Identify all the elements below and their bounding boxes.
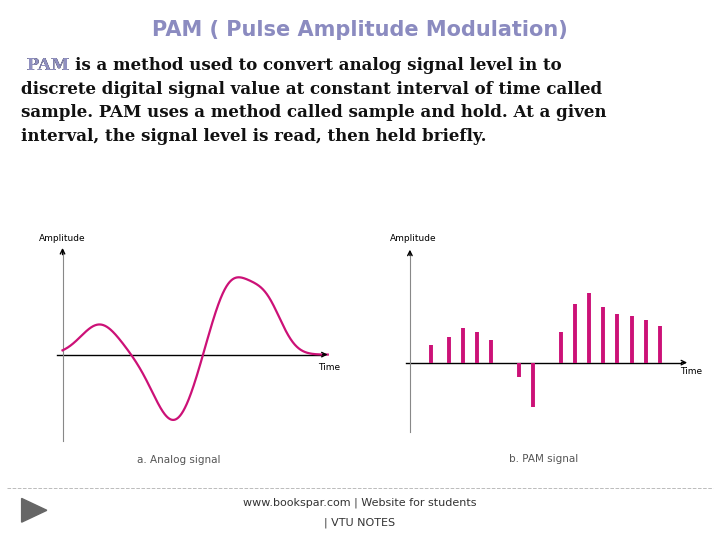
Text: PAM ( Pulse Amplitude Modulation): PAM ( Pulse Amplitude Modulation): [152, 19, 568, 40]
Text: a. Analog signal: a. Analog signal: [138, 455, 221, 464]
Text: Time: Time: [680, 367, 702, 376]
Text: | VTU NOTES: | VTU NOTES: [325, 517, 395, 528]
Text: www.bookspar.com | Website for students: www.bookspar.com | Website for students: [243, 497, 477, 508]
Text: b. PAM signal: b. PAM signal: [509, 454, 578, 464]
Text: Amplitude: Amplitude: [390, 234, 437, 243]
Polygon shape: [22, 498, 47, 522]
Text: PAM: PAM: [22, 57, 76, 75]
Text: Amplitude: Amplitude: [39, 234, 85, 242]
Text: PAM: PAM: [22, 57, 70, 75]
Text: PAM is a method used to convert analog signal level in to
discrete digital signa: PAM is a method used to convert analog s…: [22, 57, 607, 145]
Text: Time: Time: [318, 363, 341, 373]
